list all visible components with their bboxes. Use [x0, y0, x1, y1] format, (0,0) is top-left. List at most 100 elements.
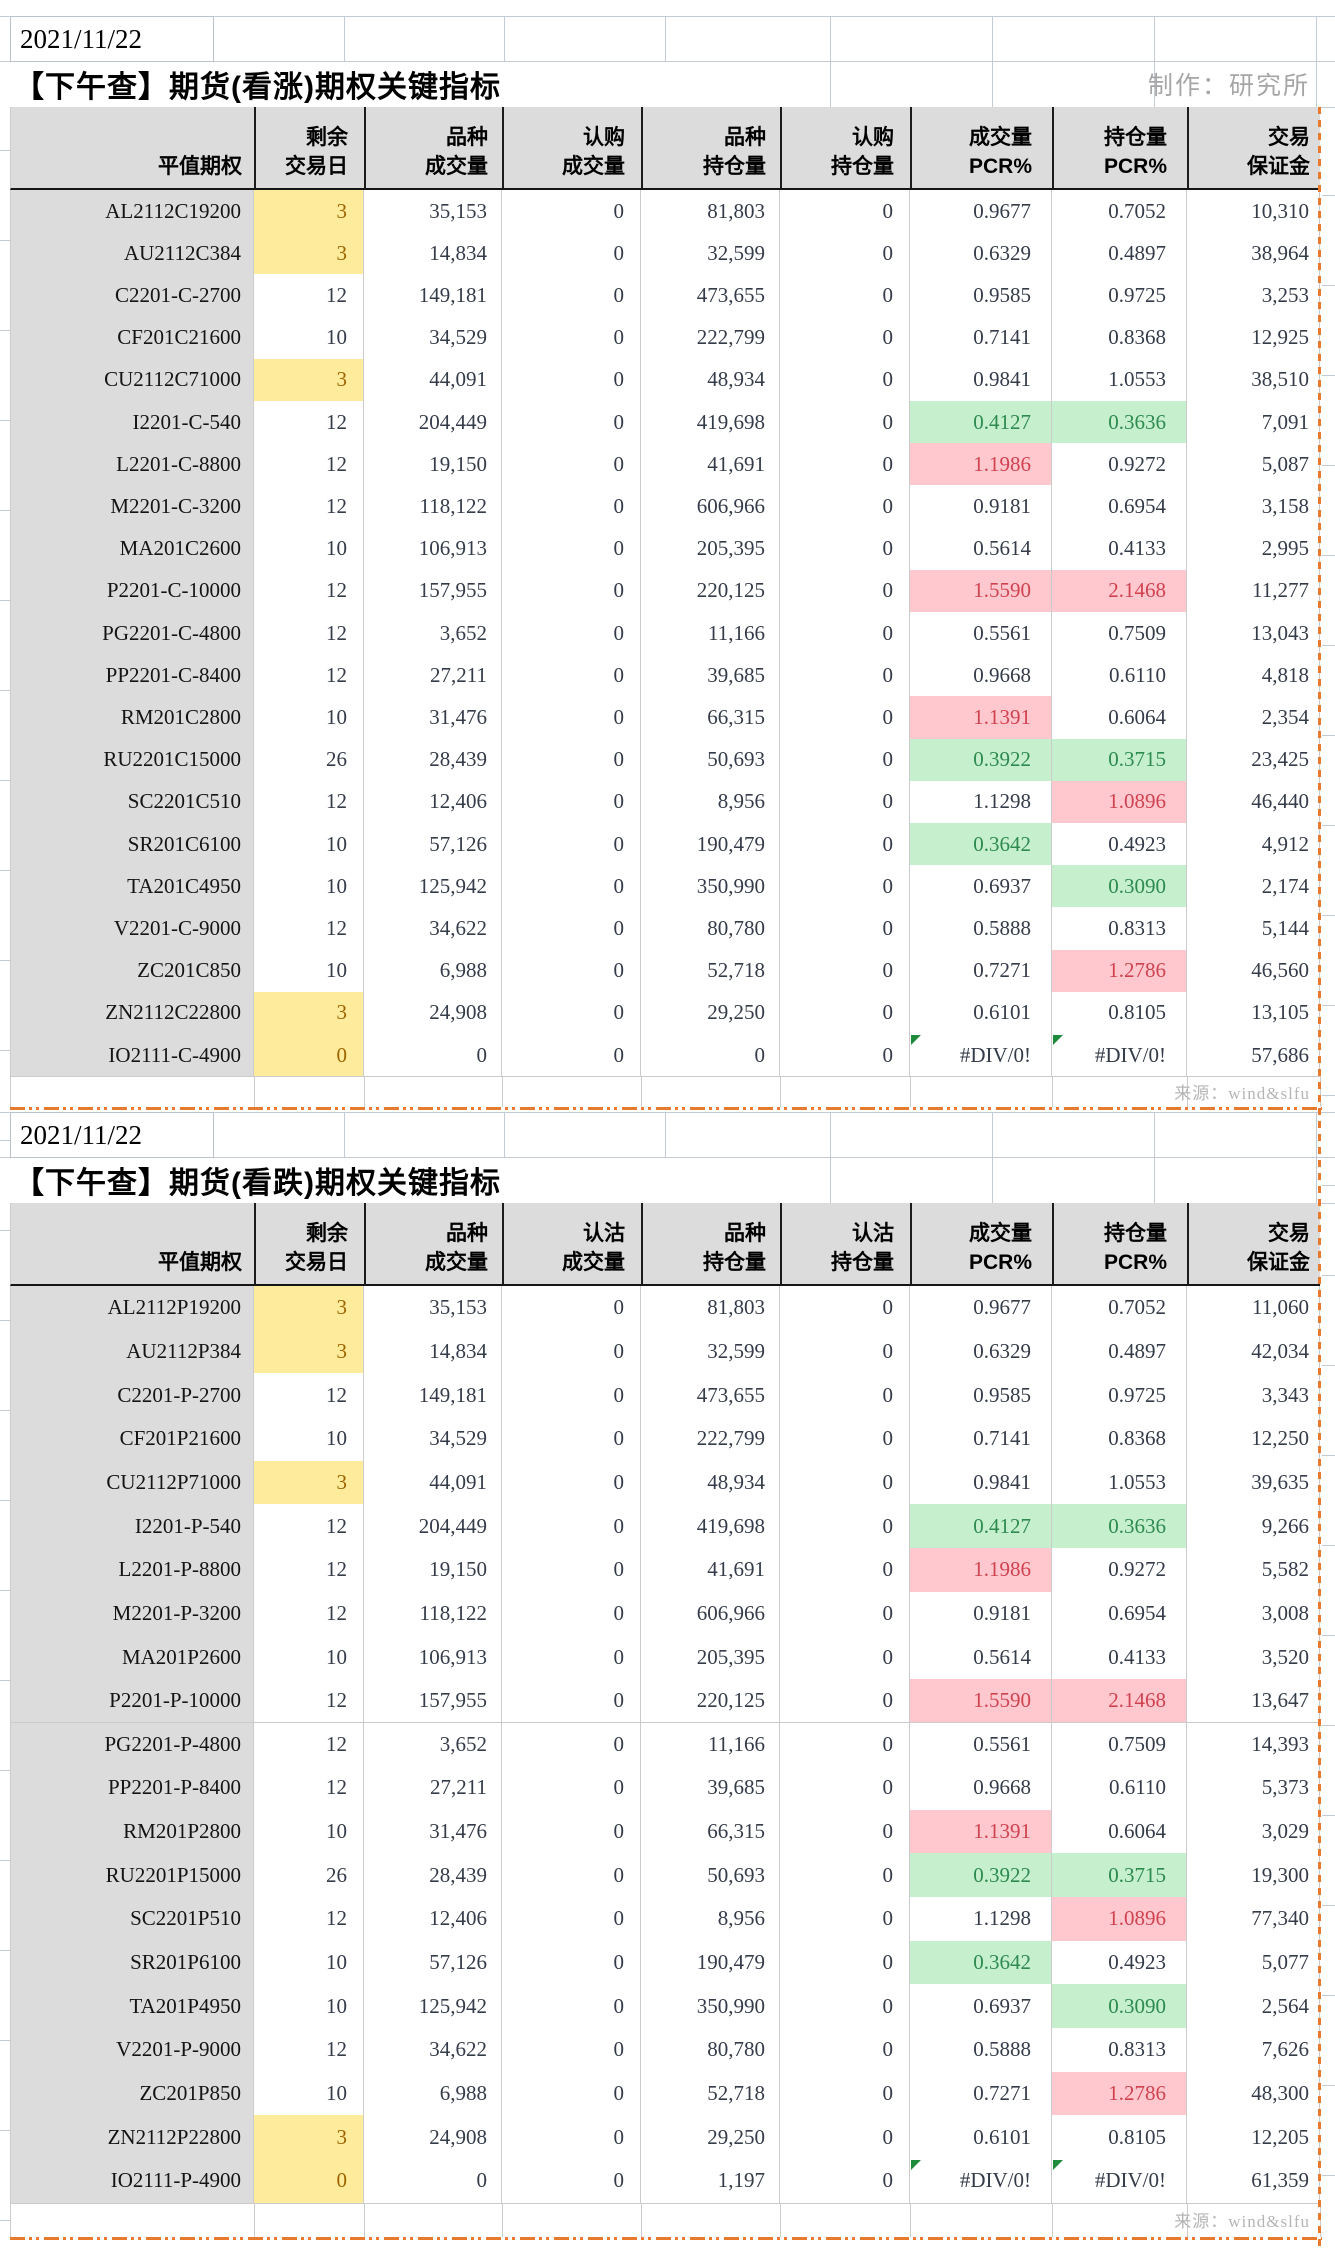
remaining-days-cell[interactable]: 12 [254, 443, 364, 487]
remaining-days-cell[interactable]: 10 [254, 1809, 364, 1855]
option-oi-cell[interactable]: 0 [780, 1897, 910, 1942]
option-name-cell[interactable]: I2201-C-540 [10, 401, 254, 445]
oi-pcr-cell[interactable]: 0.3090 [1052, 865, 1187, 909]
remaining-days-cell[interactable]: 26 [254, 738, 364, 782]
variety-oi-cell[interactable]: 190,479 [641, 823, 780, 867]
variety-volume-cell[interactable]: 0 [364, 2159, 502, 2204]
option-volume-cell[interactable]: 0 [502, 485, 641, 529]
variety-volume-cell[interactable]: 31,476 [364, 696, 502, 740]
option-volume-cell[interactable]: 0 [502, 2159, 641, 2204]
variety-oi-cell[interactable]: 81,803 [641, 1286, 780, 1331]
option-oi-cell[interactable]: 0 [780, 865, 910, 909]
remaining-days-cell[interactable]: 12 [254, 1678, 364, 1724]
variety-oi-cell[interactable]: 1,197 [641, 2159, 780, 2204]
volume-pcr-cell[interactable]: 0.4127 [910, 401, 1052, 445]
option-oi-cell[interactable]: 0 [780, 443, 910, 487]
variety-oi-cell[interactable]: 66,315 [641, 1809, 780, 1855]
column-header[interactable]: 平值期权 [10, 107, 254, 190]
column-header[interactable]: 剩余 交易日 [254, 107, 364, 190]
oi-pcr-cell[interactable]: 1.0553 [1052, 358, 1187, 402]
option-oi-cell[interactable]: 0 [780, 1678, 910, 1724]
margin-cell[interactable]: 12,205 [1187, 2115, 1320, 2160]
option-volume-cell[interactable]: 0 [502, 358, 641, 402]
option-oi-cell[interactable]: 0 [780, 1504, 910, 1549]
remaining-days-cell[interactable]: 3 [254, 232, 364, 276]
variety-volume-cell[interactable]: 35,153 [364, 1286, 502, 1331]
option-oi-cell[interactable]: 0 [780, 907, 910, 951]
option-oi-cell[interactable]: 0 [780, 401, 910, 445]
option-oi-cell[interactable]: 0 [780, 780, 910, 824]
variety-oi-cell[interactable]: 473,655 [641, 274, 780, 318]
option-volume-cell[interactable]: 0 [502, 865, 641, 909]
margin-cell[interactable]: 38,964 [1187, 232, 1320, 276]
variety-oi-cell[interactable]: 32,599 [641, 232, 780, 276]
variety-volume-cell[interactable]: 14,834 [364, 232, 502, 276]
volume-pcr-cell[interactable]: 1.1391 [910, 696, 1052, 740]
variety-oi-cell[interactable]: 52,718 [641, 949, 780, 993]
remaining-days-cell[interactable]: 10 [254, 316, 364, 360]
option-volume-cell[interactable]: 0 [502, 1722, 641, 1768]
column-header[interactable]: 成交量 PCR% [910, 107, 1052, 190]
option-name-cell[interactable]: ZC201C850 [10, 949, 254, 993]
volume-pcr-cell[interactable]: 0.6101 [910, 2115, 1052, 2160]
option-name-cell[interactable]: P2201-C-10000 [10, 569, 254, 613]
margin-cell[interactable]: 48,300 [1187, 2071, 1320, 2117]
option-oi-cell[interactable]: 0 [780, 1286, 910, 1331]
oi-pcr-cell[interactable]: 0.6954 [1052, 485, 1187, 529]
margin-cell[interactable]: 23,425 [1187, 738, 1320, 782]
remaining-days-cell[interactable]: 10 [254, 1984, 364, 2030]
volume-pcr-cell[interactable]: #DIV/0! [910, 1034, 1052, 1078]
remaining-days-cell[interactable]: 12 [254, 1504, 364, 1549]
option-name-cell[interactable]: TA201C4950 [10, 865, 254, 909]
option-volume-cell[interactable]: 0 [502, 1853, 641, 1899]
option-volume-cell[interactable]: 0 [502, 527, 641, 571]
variety-oi-cell[interactable]: 419,698 [641, 401, 780, 445]
volume-pcr-cell[interactable]: 0.9585 [910, 274, 1052, 318]
option-name-cell[interactable]: RU2201C15000 [10, 738, 254, 782]
remaining-days-cell[interactable]: 3 [254, 2115, 364, 2160]
oi-pcr-cell[interactable]: 0.8105 [1052, 2115, 1187, 2160]
column-header[interactable]: 品种 成交量 [364, 107, 502, 190]
volume-pcr-cell[interactable]: 1.1298 [910, 1897, 1052, 1942]
column-header[interactable]: 品种 持仓量 [641, 107, 780, 190]
volume-pcr-cell[interactable]: 0.9841 [910, 1460, 1052, 1506]
variety-volume-cell[interactable]: 31,476 [364, 1809, 502, 1855]
option-oi-cell[interactable]: 0 [780, 527, 910, 571]
volume-pcr-cell[interactable]: 0.5888 [910, 907, 1052, 951]
volume-pcr-cell[interactable]: 1.1986 [910, 443, 1052, 487]
remaining-days-cell[interactable]: 10 [254, 823, 364, 867]
oi-pcr-cell[interactable]: 1.0896 [1052, 1897, 1187, 1942]
variety-oi-cell[interactable]: 220,125 [641, 569, 780, 613]
margin-cell[interactable]: 11,277 [1187, 569, 1320, 613]
oi-pcr-cell[interactable]: 0.3715 [1052, 738, 1187, 782]
variety-volume-cell[interactable]: 27,211 [364, 1766, 502, 1811]
variety-volume-cell[interactable]: 44,091 [364, 1460, 502, 1506]
option-oi-cell[interactable]: 0 [780, 1766, 910, 1811]
variety-oi-cell[interactable]: 350,990 [641, 865, 780, 909]
option-volume-cell[interactable]: 0 [502, 654, 641, 698]
oi-pcr-cell[interactable]: 0.6110 [1052, 1766, 1187, 1811]
variety-volume-cell[interactable]: 14,834 [364, 1329, 502, 1375]
remaining-days-cell[interactable]: 10 [254, 696, 364, 740]
volume-pcr-cell[interactable]: 0.6329 [910, 232, 1052, 276]
option-name-cell[interactable]: MA201C2600 [10, 527, 254, 571]
volume-pcr-cell[interactable]: 0.9585 [910, 1373, 1052, 1418]
option-name-cell[interactable]: L2201-C-8800 [10, 443, 254, 487]
option-name-cell[interactable]: AU2112P384 [10, 1329, 254, 1375]
volume-pcr-cell[interactable]: 0.6101 [910, 991, 1052, 1035]
margin-cell[interactable]: 19,300 [1187, 1853, 1320, 1899]
variety-volume-cell[interactable]: 12,406 [364, 1897, 502, 1942]
oi-pcr-cell[interactable]: 0.6064 [1052, 1809, 1187, 1855]
variety-volume-cell[interactable]: 118,122 [364, 1591, 502, 1637]
option-volume-cell[interactable]: 0 [502, 1678, 641, 1724]
variety-oi-cell[interactable]: 39,685 [641, 654, 780, 698]
option-oi-cell[interactable]: 0 [780, 190, 910, 234]
remaining-days-cell[interactable]: 3 [254, 190, 364, 234]
variety-volume-cell[interactable]: 106,913 [364, 1635, 502, 1680]
option-name-cell[interactable]: AL2112P19200 [10, 1286, 254, 1331]
variety-oi-cell[interactable]: 80,780 [641, 907, 780, 951]
variety-oi-cell[interactable]: 220,125 [641, 1678, 780, 1724]
option-name-cell[interactable]: TA201P4950 [10, 1984, 254, 2030]
volume-pcr-cell[interactable]: 0.5614 [910, 527, 1052, 571]
remaining-days-cell[interactable]: 12 [254, 485, 364, 529]
